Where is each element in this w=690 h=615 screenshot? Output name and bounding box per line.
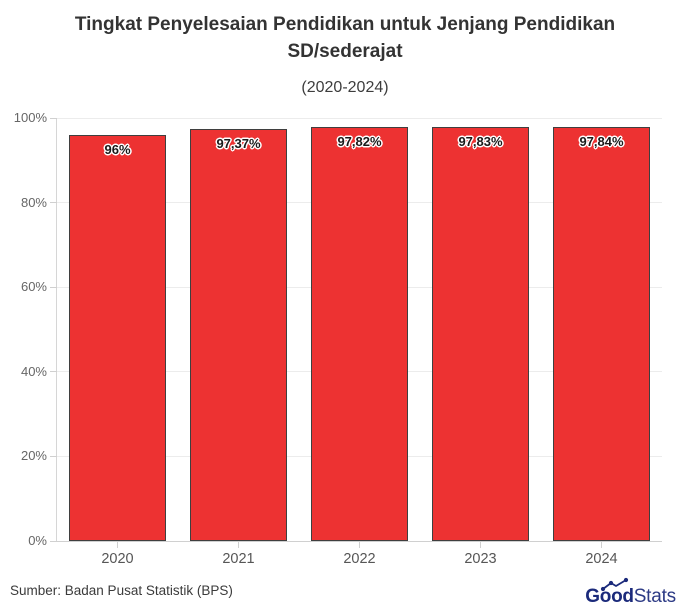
y-tick-20 (50, 455, 57, 457)
plot-area: 0% 20% 40% 60% 80% 100% 96% 2020 97,37% 2021 97,82… (14, 110, 662, 567)
y-axis-label-20: 20% (20, 448, 47, 464)
y-tick-40 (50, 371, 57, 373)
x-axis-label-2021: 2021 (222, 551, 255, 567)
y-gridline-100 (57, 117, 662, 119)
chart-subtitle: (2020-2024) (301, 79, 389, 96)
y-axis-label-100: 100% (13, 110, 47, 125)
bar-2021 (190, 129, 287, 541)
bar-value-label-2022: 97,82% (337, 134, 382, 150)
x-axis-label-2023: 2023 (464, 551, 497, 567)
source-text: Sumber: Badan Pusat Statistik (BPS) (10, 583, 233, 598)
x-axis-label-2024: 2024 (585, 551, 618, 567)
bar-2024 (553, 127, 650, 541)
y-axis-label-80: 80% (20, 194, 47, 210)
x-tick-2023 (480, 542, 481, 548)
bar-2022 (311, 127, 408, 541)
x-axis-label-2020: 2020 (101, 551, 134, 567)
x-tick-2020 (117, 542, 118, 548)
y-tick-80 (50, 202, 57, 204)
y-tick-0 (50, 540, 57, 542)
x-tick-2022 (359, 542, 360, 548)
bar-2020 (69, 134, 166, 541)
x-tick-2021 (238, 542, 239, 548)
x-axis-label-2022: 2022 (343, 551, 376, 567)
goodstats-logo: GoodStats (585, 577, 676, 615)
logo-text-light: Stats (633, 586, 677, 607)
bar-2023 (432, 127, 529, 541)
y-tick-60 (50, 286, 57, 288)
y-axis-label-40: 40% (20, 363, 47, 379)
y-tick-100 (50, 117, 57, 119)
bar-value-label-2020: 96% (104, 141, 131, 157)
bar-value-label-2024: 97,84% (579, 134, 624, 150)
bar-value-label-2023: 97,83% (458, 134, 503, 150)
bar-value-label-2021: 97,37% (216, 136, 261, 152)
y-axis-label-0: 0% (28, 533, 47, 548)
chart-title: Tingkat Penyelesaian Pendidikan untuk Je… (74, 14, 616, 62)
logo-trend-icon (601, 577, 629, 592)
y-axis-label-60: 60% (20, 279, 47, 295)
x-tick-2024 (601, 542, 602, 548)
logo-text-bold: Good (585, 586, 634, 607)
